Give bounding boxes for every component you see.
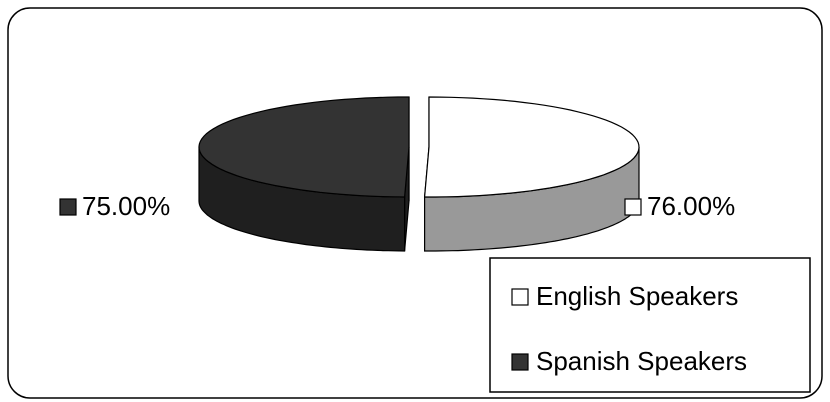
legend-label: Spanish Speakers (536, 346, 747, 376)
data-label: 76.00% (647, 191, 735, 221)
legend-swatch (511, 288, 529, 306)
legend-label: English Speakers (536, 281, 738, 311)
data-label-marker (624, 198, 642, 216)
data-label-marker (59, 198, 77, 216)
pie-slice (198, 96, 410, 198)
data-label: 75.00% (82, 191, 170, 221)
pie-slice (423, 96, 640, 198)
pie-tops (198, 96, 640, 198)
legend-box (489, 257, 811, 393)
legend-swatch (511, 353, 529, 371)
